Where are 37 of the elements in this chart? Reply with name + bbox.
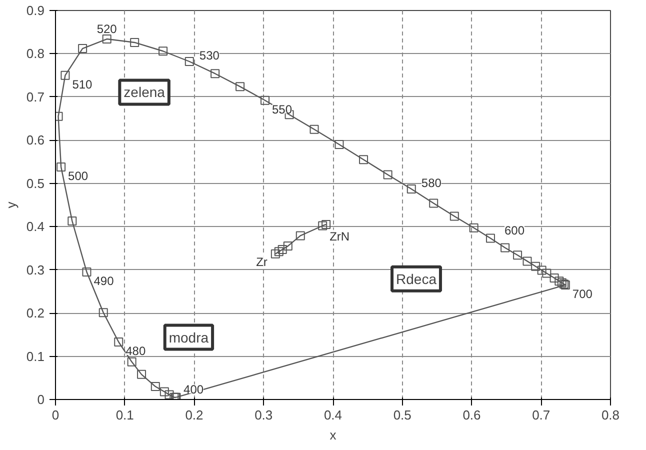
annotation: Rdeca [396, 270, 437, 287]
x-tick-label: 0.7 [532, 408, 550, 422]
annotation: modra [168, 329, 209, 346]
y-tick-label: 0.5 [26, 176, 45, 191]
y-tick-label: 0.8 [26, 46, 45, 62]
x-tick-label: 0.6 [462, 408, 481, 422]
annotation: 510 [72, 77, 93, 92]
annotation: 500 [68, 168, 88, 183]
x-tick-label: 0.5 [393, 408, 412, 422]
y-tick-label: 0.2 [26, 306, 45, 321]
x-tick-label: 0.2 [185, 408, 204, 422]
annotation: zelena [124, 84, 166, 100]
x-tick-label: 0.1 [116, 408, 134, 422]
annotation: 520 [96, 22, 118, 36]
annotation: 530 [199, 48, 220, 62]
y-tick-label: 0.4 [26, 219, 45, 234]
annotation: 550 [272, 102, 292, 116]
x-tick-label: 0.4 [324, 408, 342, 422]
y-tick-label: 0.9 [26, 3, 45, 18]
annotation: Zr [256, 254, 268, 269]
annotation: 580 [421, 176, 442, 190]
x-tick-label: 0.3 [254, 408, 273, 422]
annotation: 480 [126, 344, 146, 358]
x-tick-label: 0.8 [601, 408, 620, 422]
annotation: 700 [572, 286, 593, 301]
annotation: 600 [504, 223, 525, 238]
y-tick-label: 0.6 [26, 132, 45, 148]
y-tick-label: 0.1 [26, 348, 45, 364]
y-tick-label: 0 [37, 392, 45, 407]
y-tick-label: 0.3 [26, 262, 45, 278]
annotation: 490 [94, 274, 114, 288]
x-tick-label: 0 [52, 408, 60, 422]
annotation: ZrN [330, 230, 350, 244]
y-axis-title: y [3, 201, 18, 208]
annotation: 400 [184, 382, 204, 396]
x-axis-title: x [330, 428, 337, 442]
y-tick-label: 0.7 [26, 89, 45, 104]
